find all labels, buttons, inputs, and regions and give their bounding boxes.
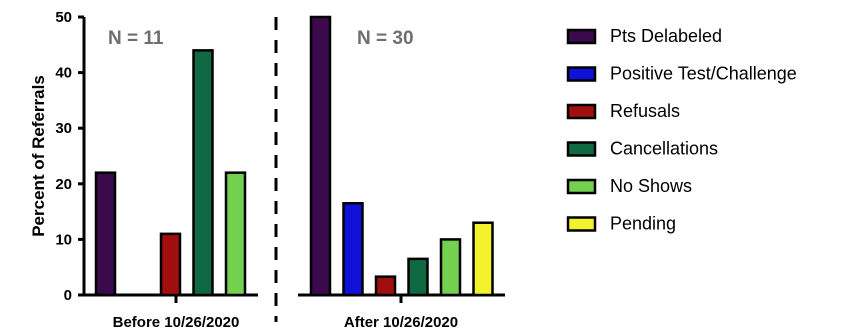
legend-swatch <box>566 178 597 195</box>
legend-label: No Shows <box>610 176 692 196</box>
bar-before-no-shows <box>224 171 247 297</box>
legend-label: Pending <box>610 214 676 234</box>
before-n-label: N = 11 <box>108 28 164 49</box>
legend: Pts Delabeled Positive Test/Challenge Refu… <box>566 26 797 234</box>
bars-group <box>94 15 494 297</box>
y-tick-label: 10 <box>55 231 72 248</box>
bar-after-cancellations <box>407 257 429 297</box>
legend-swatch <box>566 66 597 82</box>
bar-after-positive-test-challenge <box>342 202 364 297</box>
y-tick-label: 0 <box>64 287 72 304</box>
bar-after-no-shows <box>439 238 462 297</box>
legend-label: Pts Delabeled <box>610 26 722 46</box>
bar-before-cancellations <box>192 49 214 297</box>
bar-after-pending <box>472 221 494 297</box>
legend-label: Refusals <box>610 101 680 121</box>
y-tick-label: 50 <box>55 9 72 26</box>
legend-label: Positive Test/Challenge <box>610 64 797 84</box>
y-tick-label: 40 <box>55 65 72 82</box>
after-group-label: After 10/26/2020 <box>344 314 458 331</box>
legend-swatch <box>566 28 597 45</box>
bar-before-refusals <box>159 232 182 297</box>
before-group-label: Before 10/26/2020 <box>113 314 240 331</box>
y-axis-ticks: 0 10 20 30 40 50 <box>55 9 403 304</box>
bar-after-refusals <box>374 275 397 297</box>
y-tick-label: 20 <box>55 176 72 193</box>
bar-after-pts-delabeled <box>309 15 332 297</box>
legend-swatch <box>566 141 597 157</box>
legend-swatch <box>566 216 597 232</box>
after-n-label: N = 30 <box>357 28 414 49</box>
bar-before-pts-delabeled <box>94 171 117 297</box>
legend-swatch <box>566 103 597 120</box>
y-tick-label: 30 <box>55 120 72 137</box>
y-axis-title: Percent of Referrals <box>29 75 48 237</box>
legend-label: Cancellations <box>610 139 718 159</box>
